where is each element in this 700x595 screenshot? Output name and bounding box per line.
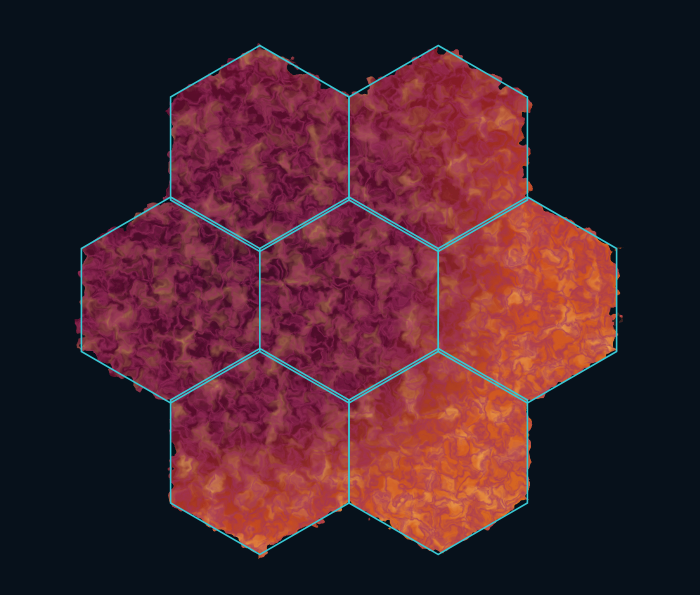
terrain-valley-texture xyxy=(81,45,617,555)
hex-grid-overlay xyxy=(80,44,618,556)
terrain-layer xyxy=(81,45,617,555)
hex-cell-south-east[interactable] xyxy=(348,347,529,556)
